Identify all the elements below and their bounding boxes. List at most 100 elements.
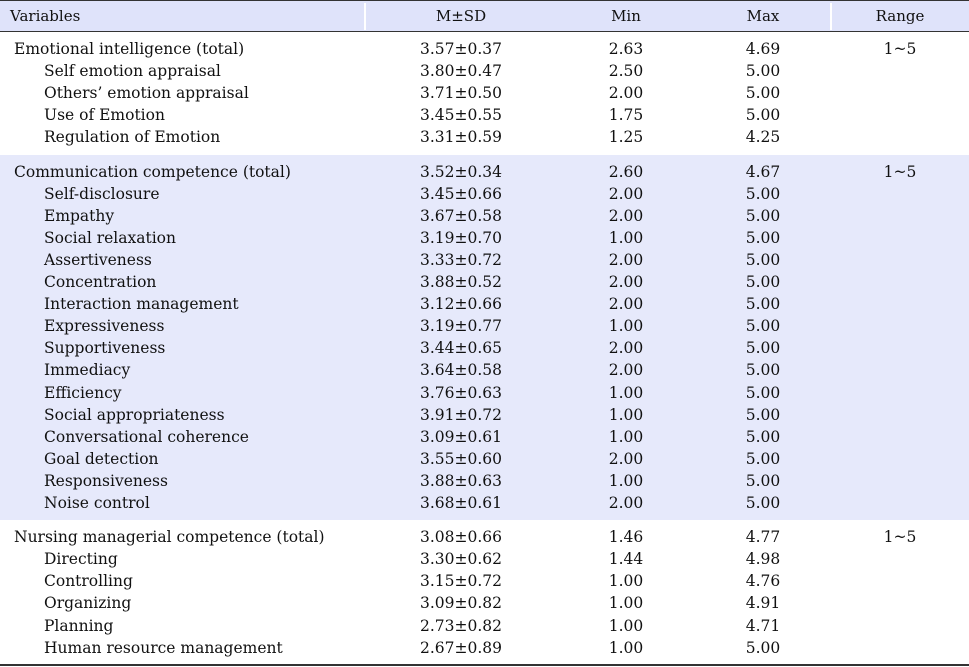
variable-cell: Immediacy (44, 361, 131, 380)
header-msd: M±SD (435, 7, 487, 25)
max-cell: 4.67 (745, 162, 781, 181)
max-cell: 5.00 (745, 62, 781, 81)
msd-cell: 3.45±0.66 (419, 184, 502, 203)
max-cell: 4.71 (745, 616, 781, 635)
min-cell: 1.00 (608, 638, 644, 657)
table-row: Interaction management 3.12±0.66 2.00 5.00 (0, 293, 969, 315)
min-cell: 2.50 (608, 62, 644, 81)
range-cell: 1~5 (883, 162, 917, 181)
header-divider (364, 3, 366, 30)
table-row: Expressiveness 3.19±0.77 1.00 5.00 (0, 315, 969, 337)
table-row: Responsiveness 3.88±0.63 1.00 5.00 (0, 470, 969, 492)
range-cell (832, 382, 968, 404)
range-cell (832, 359, 968, 381)
msd-cell: 3.88±0.63 (419, 471, 502, 490)
msd-cell: 3.52±0.34 (419, 162, 502, 181)
range-cell (832, 227, 968, 249)
variable-cell: Regulation of Emotion (44, 128, 221, 147)
min-cell: 2.63 (608, 40, 644, 58)
table-row: Communication competence (total) 3.52±0.3… (0, 161, 969, 183)
table-row: Social relaxation 3.19±0.70 1.00 5.00 (0, 227, 969, 249)
table-row: Supportiveness 3.44±0.65 2.00 5.00 (0, 337, 969, 359)
min-cell: 2.00 (608, 273, 644, 291)
header-range: Range (875, 7, 925, 25)
max-cell: 4.91 (745, 594, 781, 613)
variable-cell: Assertiveness (44, 250, 152, 269)
range-cell (832, 82, 968, 104)
table-row: Planning 2.73±0.82 1.00 4.71 (0, 615, 969, 637)
msd-cell: 2.67±0.89 (419, 638, 502, 657)
msd-cell: 3.44±0.65 (419, 339, 502, 358)
variable-cell: Efficiency (44, 383, 122, 402)
msd-cell: 3.33±0.72 (419, 250, 502, 269)
max-cell: 5.00 (745, 106, 781, 125)
range-cell (832, 548, 968, 570)
max-cell: 4.25 (745, 128, 781, 147)
min-cell: 2.00 (608, 494, 644, 512)
min-cell: 2.00 (608, 250, 644, 269)
table-header: Variables M±SD Min Max Range (0, 0, 969, 32)
range-cell (832, 315, 968, 337)
table-row: Assertiveness 3.33±0.72 2.00 5.00 (0, 249, 969, 271)
msd-cell: 3.76±0.63 (419, 383, 502, 402)
range-cell (832, 60, 968, 82)
range-cell (832, 104, 968, 126)
max-cell: 5.00 (745, 427, 781, 446)
table-row: Human resource management 2.67±0.89 1.00 5.… (0, 637, 969, 659)
variable-cell: Use of Emotion (44, 106, 165, 125)
msd-cell: 3.31±0.59 (419, 128, 502, 147)
max-cell: 5.00 (745, 317, 781, 336)
max-cell: 4.69 (745, 40, 781, 58)
msd-cell: 3.68±0.61 (419, 494, 502, 512)
range-cell (832, 570, 968, 592)
msd-cell: 2.73±0.82 (419, 616, 502, 635)
header-min: Min (611, 7, 641, 25)
max-cell: 4.77 (745, 528, 781, 547)
max-cell: 5.00 (745, 471, 781, 490)
variable-cell: Directing (44, 550, 118, 569)
min-cell: 1.46 (608, 528, 644, 547)
range-cell (832, 448, 968, 470)
msd-cell: 3.67±0.58 (419, 206, 502, 225)
variable-cell: Noise control (44, 494, 150, 512)
range-cell (832, 404, 968, 426)
min-cell: 2.00 (608, 361, 644, 380)
variable-cell: Others’ emotion appraisal (44, 84, 249, 103)
variable-cell: Self-disclosure (44, 184, 160, 203)
msd-cell: 3.64±0.58 (419, 361, 502, 380)
variable-cell: Emotional intelligence (total) (14, 40, 245, 58)
msd-cell: 3.30±0.62 (419, 550, 502, 569)
min-cell: 1.75 (608, 106, 644, 125)
range-cell: 1~5 (883, 528, 917, 547)
max-cell: 5.00 (745, 383, 781, 402)
msd-cell: 3.12±0.66 (419, 295, 502, 314)
min-cell: 1.44 (608, 550, 644, 569)
min-cell: 1.00 (608, 594, 644, 613)
table-row: Controlling 3.15±0.72 1.00 4.76 (0, 570, 969, 592)
table-row: Regulation of Emotion 3.31±0.59 1.25 4.25 (0, 126, 969, 148)
range-cell (832, 126, 968, 148)
min-cell: 1.00 (608, 572, 644, 591)
max-cell: 5.00 (745, 361, 781, 380)
table-row: Organizing 3.09±0.82 1.00 4.91 (0, 592, 969, 614)
msd-cell: 3.45±0.55 (419, 106, 502, 125)
variable-cell: Supportiveness (44, 339, 166, 358)
min-cell: 2.00 (608, 449, 644, 468)
variable-cell: Planning (44, 616, 114, 635)
variable-cell: Empathy (44, 206, 115, 225)
table-row: Empathy 3.67±0.58 2.00 5.00 (0, 205, 969, 227)
range-cell: 1~5 (883, 40, 917, 58)
max-cell: 5.00 (745, 206, 781, 225)
range-cell (832, 271, 968, 293)
range-cell (832, 426, 968, 448)
max-cell: 4.76 (745, 572, 781, 591)
table-row: Concentration 3.88±0.52 2.00 5.00 (0, 271, 969, 293)
range-cell (832, 492, 968, 514)
max-cell: 5.00 (745, 84, 781, 103)
variable-cell: Interaction management (44, 295, 239, 314)
max-cell: 5.00 (745, 405, 781, 424)
header-variables: Variables (10, 7, 81, 25)
min-cell: 1.00 (608, 616, 644, 635)
max-cell: 4.98 (745, 550, 781, 569)
msd-cell: 3.15±0.72 (419, 572, 502, 591)
